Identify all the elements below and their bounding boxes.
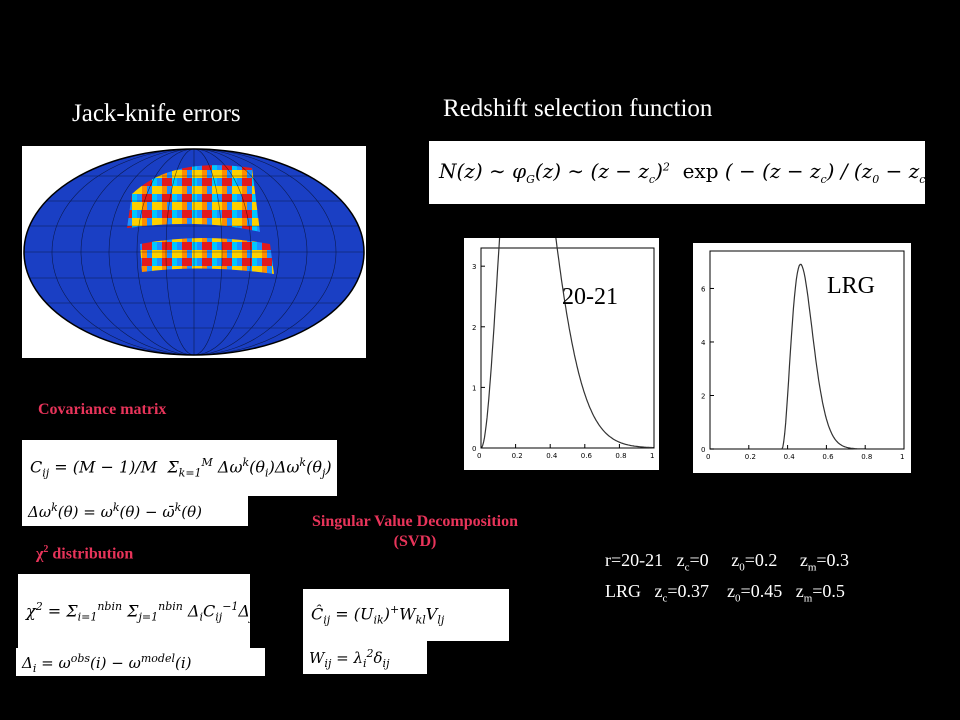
svd-title-line2: (SVD) (393, 533, 437, 550)
y-tick-label: 6 (701, 285, 706, 293)
y-tick-label: 2 (472, 324, 476, 332)
z-symbol: z (727, 580, 736, 601)
x-tick-label: 1 (650, 452, 654, 460)
z-symbol: z (799, 550, 808, 570)
sub-m: m (803, 592, 813, 605)
z-symbol: z (676, 550, 685, 570)
x-tick-label: 0.2 (512, 452, 523, 460)
delta-omega-formula: Δωk(θ) = ωk(θ) − ω̄k(θ) (22, 496, 248, 526)
x-tick-label: 0.6 (822, 453, 834, 461)
sub-m: m (807, 561, 817, 574)
x-tick-label: 0.8 (861, 453, 872, 461)
chi2-label: distribution (52, 545, 134, 563)
params-row-1-zc: =0 (689, 550, 709, 570)
params-table: r=20-21 zc=0 z0=0.2 zm=0.3 LRG zc=0.37 z… (605, 549, 849, 610)
params-row-2-z0: =0.45 (740, 580, 783, 601)
delta-i-formula: Δi = ωobs(i) − ωmodel(i) (16, 648, 265, 676)
z-symbol: z (654, 580, 663, 601)
svd-title-line1: Singular Value Decomposition (312, 513, 518, 530)
redshift-title: Redshift selection function (443, 95, 713, 122)
chi2-title: χ2 distribution (36, 544, 133, 563)
chi-symbol: χ (36, 545, 44, 563)
plot-20-21-label: 20-21 (562, 284, 618, 310)
params-row-1-zm: =0.3 (816, 550, 850, 570)
x-tick-label: 0.4 (546, 452, 558, 460)
sub-0: 0 (735, 592, 741, 605)
params-row-1-name: r=20-21 (605, 550, 664, 570)
sub-c: c (662, 592, 668, 605)
chi-power: 2 (43, 544, 49, 555)
svd-formula: Ĉij = (Uik)+WklVlj (303, 589, 509, 641)
covariance-formula: Cij = (M − 1)/M Σk=1M Δωk(θi)Δωk(θj) (22, 440, 337, 496)
plot-20-21: 0 0.2 0.4 0.6 0.8 1 0 1 2 3 20-21 (464, 29, 659, 470)
plot-lrg-label: LRG (827, 273, 875, 299)
x-tick-label: 0 (477, 452, 481, 460)
x-tick-label: 1 (900, 453, 904, 461)
plot-lrg: 0 0.2 0.4 0.6 0.8 1 0 2 4 6 LRG (693, 243, 911, 473)
sky-map (22, 146, 366, 358)
y-tick-label: 1 (472, 384, 476, 392)
x-tick-label: 0 (706, 453, 710, 461)
x-tick-label: 0.2 (745, 453, 756, 461)
y-tick-label: 3 (472, 263, 476, 271)
z-symbol: z (731, 550, 740, 570)
params-row-2-zm: =0.5 (812, 580, 845, 601)
x-tick-label: 0.4 (784, 453, 796, 461)
covariance-title: Covariance matrix (38, 401, 167, 418)
params-row-1: r=20-21 zc=0 z0=0.2 zm=0.3 (605, 549, 849, 580)
x-tick-label: 0.6 (581, 452, 593, 460)
jackknife-title: Jack-knife errors (72, 100, 241, 127)
params-row-2: LRG zc=0.37 z0=0.45 zm=0.5 (605, 580, 849, 611)
params-row-2-name: LRG (605, 580, 641, 601)
svd-title: Singular Value Decomposition (SVD) (279, 513, 551, 551)
w-formula: Wij = λi2δij (303, 641, 427, 674)
x-tick-label: 0.8 (615, 452, 626, 460)
sub-0: 0 (739, 561, 745, 574)
y-tick-label: 4 (701, 339, 706, 347)
params-row-1-z0: =0.2 (744, 550, 778, 570)
y-tick-label: 0 (472, 445, 476, 453)
params-row-2-zc: =0.37 (667, 580, 710, 601)
y-tick-label: 0 (701, 446, 705, 454)
y-tick-label: 2 (701, 392, 705, 400)
sub-c: c (684, 561, 690, 574)
chi2-formula: χ2 = Σi=1nbin Σj=1nbin ΔiCij−1Δj (18, 574, 250, 648)
z-symbol: z (795, 580, 804, 601)
nz-formula: N(z) ∼ φG(z) ∼ (z − zc)2 exp ( − (z − zc… (429, 141, 925, 204)
